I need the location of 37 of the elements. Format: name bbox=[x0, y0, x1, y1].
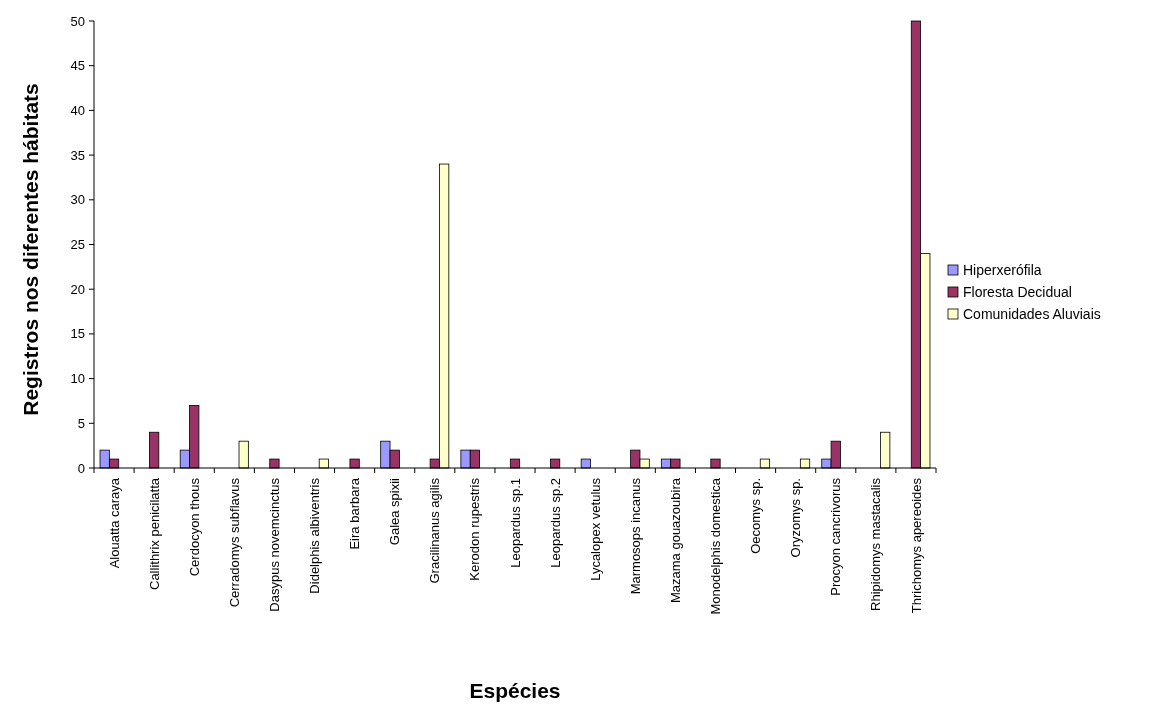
y-tick-label: 5 bbox=[77, 415, 85, 431]
y-axis-title: Registros nos diferentes hábitats bbox=[19, 83, 42, 416]
x-tick-label: Cerdocyon thous bbox=[186, 477, 202, 577]
x-tick-label: Monodelphis domestica bbox=[708, 477, 724, 615]
x-tick-label: Leopardus sp.2 bbox=[547, 478, 563, 568]
y-tick-label: 20 bbox=[70, 281, 85, 297]
y-tick-label: 50 bbox=[70, 13, 85, 29]
x-tick-label: Oecomys sp. bbox=[748, 478, 764, 554]
x-tick-label: Mazama gouazoubira bbox=[667, 477, 683, 604]
y-tick-label: 0 bbox=[77, 460, 85, 476]
x-tick-label: Kerodon rupestris bbox=[467, 477, 483, 581]
legend-label: Hiperxerófila bbox=[963, 261, 1042, 278]
y-tick-label: 35 bbox=[70, 147, 85, 163]
y-tick-label: 25 bbox=[70, 237, 85, 253]
x-tick-label: Dasypus novemcinctus bbox=[266, 477, 282, 612]
x-tick-label: Gracilinanus agilis bbox=[427, 477, 443, 584]
x-tick-label: Oryzomys sp. bbox=[788, 478, 804, 558]
x-tick-label: Eira barbara bbox=[347, 477, 363, 550]
x-tick-label: Didelphis albiventris bbox=[307, 477, 323, 594]
x-tick-label: Marmosops incanus bbox=[627, 477, 643, 595]
x-tick-label: Thrichomys apereoides bbox=[908, 477, 924, 614]
legend-label: Floresta Decidual bbox=[963, 283, 1072, 300]
legend-label: Comunidades Aluviais bbox=[963, 305, 1101, 322]
y-tick-label: 45 bbox=[70, 58, 85, 74]
x-axis-title: Espécies bbox=[469, 679, 561, 702]
x-tick-label: Lycalopex vetulus bbox=[587, 477, 603, 581]
y-tick-label: 15 bbox=[70, 326, 85, 342]
x-tick-label: Procyon cancrivorus bbox=[828, 477, 844, 596]
y-tick-label: 40 bbox=[70, 102, 85, 118]
x-tick-label: Rhipidomys mastacalis bbox=[868, 477, 884, 611]
y-tick-label: 30 bbox=[70, 192, 85, 208]
x-tick-label: Galea spixii bbox=[387, 477, 403, 546]
x-tick-label: Callithrix penicilatta bbox=[146, 477, 162, 590]
y-tick-label: 10 bbox=[70, 371, 85, 387]
x-tick-label: Leopardus sp.1 bbox=[507, 478, 523, 568]
x-tick-label: Cerradomys subflavus bbox=[226, 477, 242, 608]
x-tick-label: Alouatta caraya bbox=[106, 477, 122, 569]
